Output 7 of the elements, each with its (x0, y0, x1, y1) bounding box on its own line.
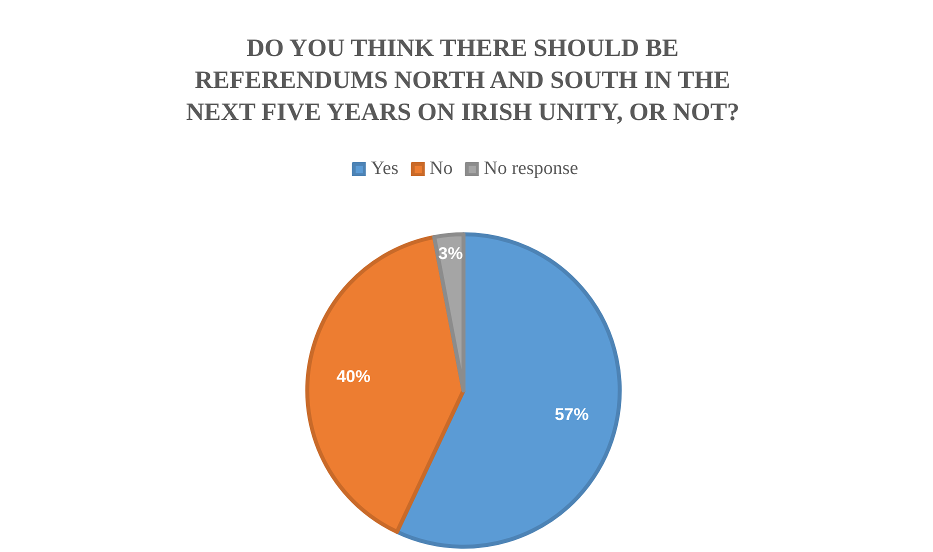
data-label: 3% (438, 244, 463, 263)
legend-label: No (429, 158, 453, 180)
legend-label: Yes (370, 158, 398, 180)
chart-title: DO YOU THINK THERE SHOULD BE REFERENDUMS NORTH AND SOUTH IN THE NEXT FIVE YEARS ON IRISH UNITY, OR NOT? (186, 35, 740, 126)
data-label: 40% (336, 367, 371, 386)
data-label: 57% (554, 405, 589, 424)
legend-label: No response (484, 158, 578, 180)
